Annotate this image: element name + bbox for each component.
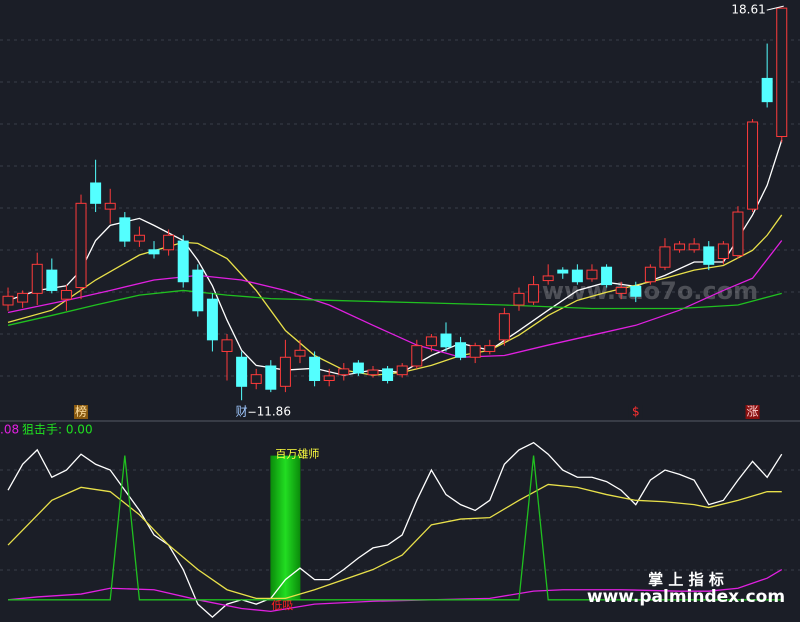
candle-body	[586, 269, 598, 280]
candle-body	[279, 356, 291, 387]
candle-body	[177, 240, 189, 283]
candle-body	[250, 374, 262, 384]
candle-body	[644, 266, 656, 283]
candle-body	[60, 289, 72, 300]
candle-body	[747, 121, 759, 210]
signal-box	[745, 405, 760, 419]
candle-body	[571, 269, 583, 283]
candle-body	[352, 362, 364, 374]
highlight-bottom-label: 低吸	[271, 599, 293, 612]
candle-body	[133, 234, 145, 242]
candle-body	[46, 269, 58, 291]
candle-body	[75, 202, 87, 289]
candle-body	[294, 349, 306, 357]
signal-box	[628, 405, 643, 419]
highlight-label: 百万雄师	[275, 447, 319, 461]
candle-body	[776, 7, 788, 138]
candle-body	[2, 295, 14, 306]
candle-body	[90, 182, 102, 204]
candle-body	[265, 365, 277, 390]
signal-label: 涨	[747, 404, 759, 419]
low-label: 11.86	[257, 405, 291, 419]
candle-body	[615, 287, 627, 294]
candle-body	[236, 356, 248, 387]
candle-body	[455, 342, 467, 358]
indicator-line	[7, 441, 783, 618]
candle-body	[396, 365, 408, 376]
candle-body	[630, 285, 642, 297]
candle-body	[119, 217, 131, 242]
candle-body	[703, 246, 715, 265]
candle-body	[104, 202, 116, 210]
indicator-name: 狙击手: 0.00	[22, 423, 93, 437]
candle-body	[717, 243, 729, 260]
candle-body	[221, 339, 233, 352]
candle-body	[411, 345, 423, 367]
candle-body	[338, 368, 350, 376]
candle-body	[440, 333, 452, 348]
candle-body	[425, 336, 437, 347]
candle-body	[206, 298, 218, 341]
candle-body	[732, 211, 744, 257]
candle-body	[484, 345, 496, 352]
url: www.palmindex.com	[587, 587, 785, 607]
candle-body	[163, 234, 175, 251]
moving-average	[7, 289, 782, 326]
high-label: 18.61	[731, 3, 765, 17]
candle-body	[674, 243, 686, 251]
candle-body	[31, 263, 43, 294]
candle-body	[382, 368, 394, 381]
candle-body	[498, 313, 510, 341]
indicator-line	[7, 568, 783, 613]
candle-body	[542, 275, 554, 282]
candle-body	[192, 269, 204, 312]
signal-label: $	[632, 405, 640, 419]
signal-box	[234, 405, 249, 419]
indicator-line	[8, 455, 782, 601]
indicator-line	[7, 483, 782, 600]
signal-box	[74, 405, 89, 419]
candle-body	[367, 369, 379, 376]
candle-body	[17, 292, 29, 303]
signal-label: 榜	[75, 404, 87, 419]
brand: 掌 上 指 标	[648, 571, 724, 589]
candle-body	[323, 375, 335, 381]
candle-body	[148, 249, 160, 255]
candle-body	[761, 77, 773, 103]
indicator-value: .08	[0, 423, 19, 437]
candle-body	[528, 284, 540, 303]
highlight-bar	[270, 455, 301, 600]
candle-body	[601, 266, 613, 286]
candle-body	[688, 243, 700, 251]
high-arrow	[766, 5, 784, 11]
candle-body	[513, 292, 525, 306]
candle-body	[309, 356, 321, 381]
candle-body	[659, 246, 671, 268]
signal-label: 财	[236, 405, 248, 419]
candle-body	[557, 269, 569, 274]
candle-body	[469, 345, 481, 358]
